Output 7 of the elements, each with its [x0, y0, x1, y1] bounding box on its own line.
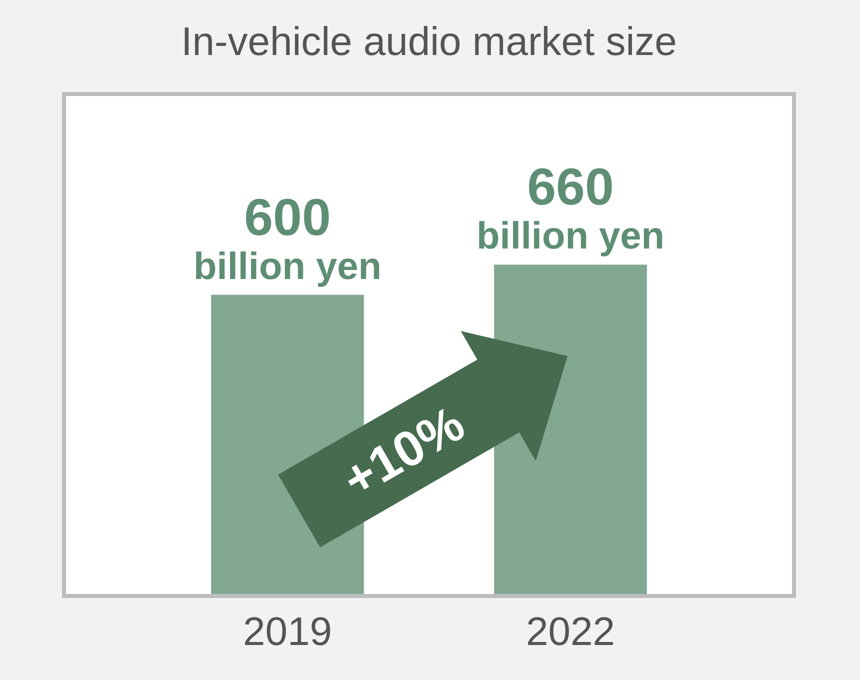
x-tick-label: 2019: [243, 610, 332, 654]
x-tick-label: 2022: [526, 610, 615, 654]
arrow: +10%: [278, 331, 568, 548]
data-label: 600 billion yen: [194, 188, 382, 288]
chart-title: In-vehicle audio market size: [181, 20, 677, 64]
annotation: +10%: [334, 395, 474, 508]
data-label: 660 billion yen: [476, 158, 664, 258]
